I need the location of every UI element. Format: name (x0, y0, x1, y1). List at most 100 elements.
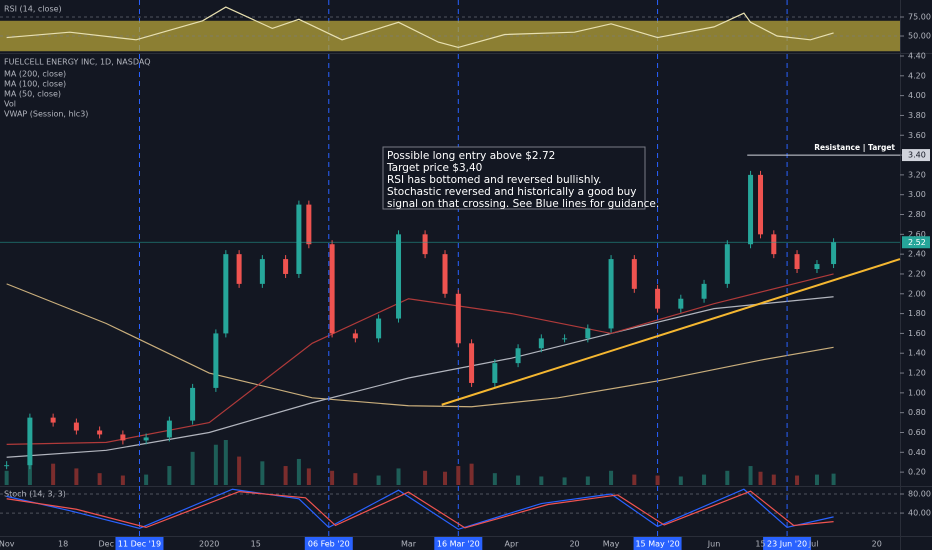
volume-bar (423, 470, 428, 485)
candle (724, 244, 730, 284)
legend-item: MA (50, close) (4, 90, 61, 99)
marker-label-bg (115, 537, 164, 550)
y-tick-label: 3.20 (908, 170, 926, 179)
volume-bar (120, 475, 125, 485)
volume-bar (585, 476, 590, 485)
candle (296, 204, 302, 274)
volume-bar (831, 473, 836, 485)
marker-label: 15 May '20 (635, 540, 679, 549)
y-tick-label: 2.40 (908, 250, 926, 259)
marker-label: 23 Jun '20 (767, 540, 807, 549)
candle (492, 363, 498, 383)
candle (515, 348, 521, 364)
candle (814, 264, 820, 270)
y-tick-label: 0.40 (908, 448, 926, 457)
y-tick-label: 2.60 (908, 230, 926, 239)
candle (4, 465, 10, 467)
x-tick-label: Dec (99, 540, 114, 549)
volume-bar (492, 473, 497, 485)
candle (442, 254, 448, 294)
resistance-text: Resistance | Target (814, 143, 895, 153)
y-tick-label: 3.60 (908, 131, 926, 140)
candle (701, 283, 707, 299)
legend-item: Vol (4, 100, 16, 109)
candle (97, 430, 103, 435)
candle (143, 437, 149, 441)
line-series (6, 6, 834, 49)
resistance-box (902, 149, 930, 162)
candle (27, 417, 33, 466)
last-price-box (902, 236, 930, 249)
candle (655, 288, 661, 309)
y-tick-label: 2.20 (908, 269, 926, 278)
candle (259, 259, 265, 284)
series-group (6, 273, 834, 458)
y-tick-label: 4.40 (908, 51, 926, 60)
x-tick-label: Jun (707, 540, 721, 549)
candle (306, 204, 312, 245)
y-tick-label: 2.80 (908, 210, 926, 219)
annotation-line: Target price $3,40 (386, 162, 482, 174)
volume-bar (748, 466, 753, 485)
volume-bar (376, 475, 381, 485)
candle (73, 422, 79, 431)
series-group (6, 488, 834, 530)
legend-item: MA (200, close) (4, 70, 66, 79)
volume-bar (702, 474, 707, 485)
candle (469, 343, 475, 383)
x-tick-label: Nov (0, 540, 15, 549)
candle (608, 259, 614, 329)
y-tick-label: 1.00 (908, 388, 926, 397)
volume-bar (237, 456, 242, 485)
pane-title: RSI (14, close) (4, 5, 62, 14)
volume-bar (469, 463, 474, 485)
volume-bar (353, 473, 358, 485)
volume-bar (655, 475, 660, 485)
candle (678, 298, 684, 309)
volume-bar (97, 473, 102, 485)
y-tick-label: 1.80 (908, 309, 926, 318)
y-tick-label: 40.00 (908, 509, 931, 518)
y-tick-label: 0.60 (908, 428, 926, 437)
candle (771, 234, 777, 255)
volume-bar (74, 468, 79, 485)
volume-bar (456, 466, 461, 485)
x-tick-label: 20 (872, 540, 882, 549)
marker-label-bg (304, 537, 353, 550)
y-tick-label: 4.20 (908, 71, 926, 80)
y-tick-label: 1.40 (908, 349, 926, 358)
marker-label: 16 Mar '20 (437, 540, 480, 549)
candle (166, 420, 172, 438)
volume-bar (296, 458, 301, 485)
y-tick-label: 4.00 (908, 91, 926, 100)
last-price-label: 2.52 (908, 238, 926, 247)
x-tick-label: Jul (808, 540, 819, 549)
candle (50, 417, 56, 423)
volume-bar (678, 476, 683, 485)
volume-bar (795, 475, 800, 485)
candle (223, 254, 229, 334)
volume-bar (814, 474, 819, 485)
candle (283, 259, 289, 274)
candle (422, 234, 428, 255)
marker-label-bg (633, 537, 682, 550)
pane-title: Stoch (14, 3, 3) (4, 490, 66, 499)
y-tick-label: 0.80 (908, 408, 926, 417)
candle (538, 338, 544, 349)
candle (396, 234, 402, 319)
y-tick-label: 0.20 (908, 468, 926, 477)
volume-bar (190, 451, 195, 485)
volume-bar (632, 474, 637, 485)
legend-item: VWAP (Session, hlc3) (4, 110, 88, 119)
volume-bar (516, 475, 521, 485)
candle (562, 338, 568, 340)
volume-bar (609, 470, 614, 485)
volume-bar (144, 474, 149, 485)
volume-bar (27, 456, 32, 485)
volume-bar (396, 468, 401, 485)
volume-bar (51, 463, 56, 485)
marker-label-bg (434, 537, 483, 550)
annotation-line: signal on that crossing. See Blue lines … (387, 198, 659, 210)
volume-bar (330, 470, 335, 485)
y-tick-label: 80.00 (908, 490, 931, 499)
